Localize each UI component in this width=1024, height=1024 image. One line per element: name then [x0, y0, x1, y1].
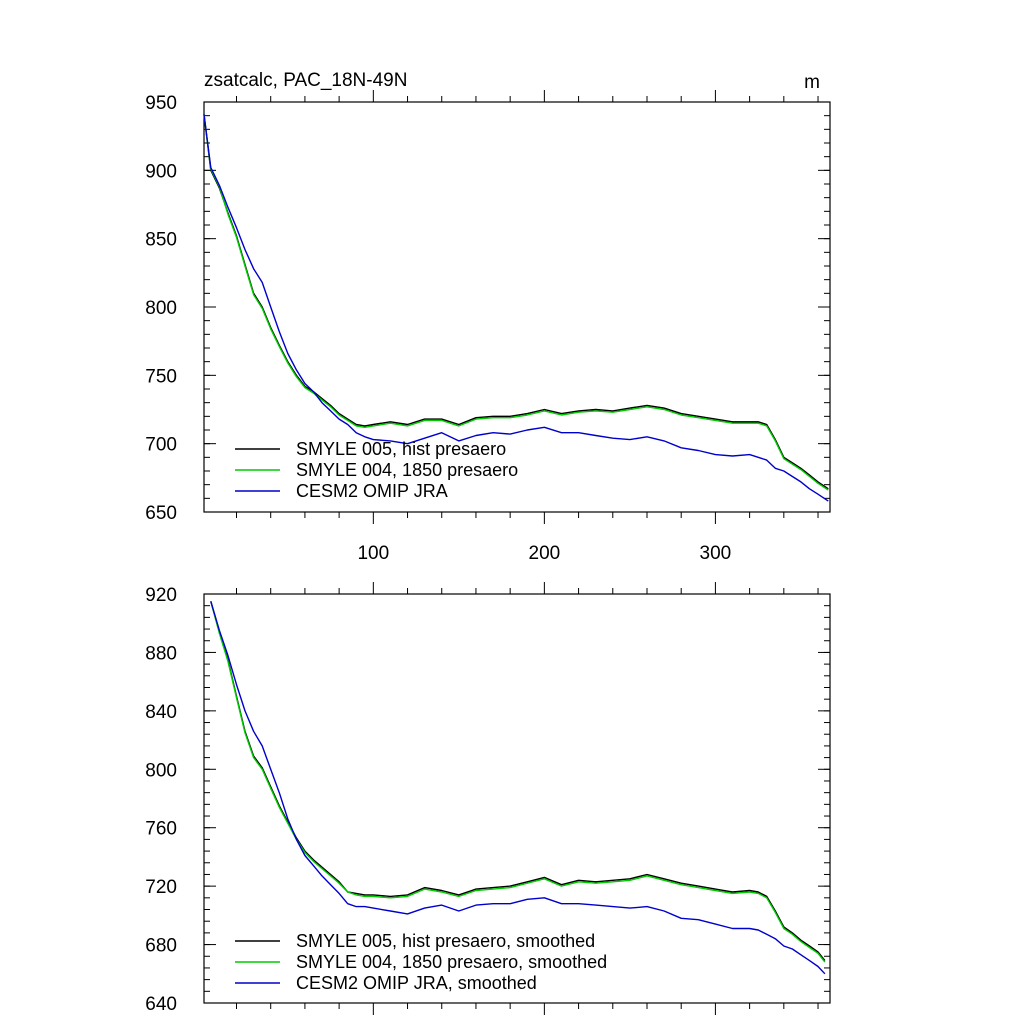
ytick-label-1-5: 840	[145, 702, 177, 723]
xtick-label-0-1: 200	[529, 543, 561, 564]
ytick-label-0-6: 950	[145, 93, 177, 114]
legend-label-0-1: SMYLE 004, 1850 presaero	[296, 460, 518, 480]
series-line-1-1	[210, 601, 826, 963]
plot-frame-1	[203, 593, 831, 1004]
legend-label-1-1: SMYLE 004, 1850 presaero, smoothed	[296, 952, 607, 972]
units-label: m	[804, 72, 820, 93]
ytick-label-1-0: 640	[145, 994, 177, 1015]
ytick-label-0-5: 900	[145, 161, 177, 182]
xtick-label-0-0: 100	[357, 543, 389, 564]
series-line-0-1	[203, 114, 829, 491]
ytick-label-1-1: 680	[145, 936, 177, 957]
chart-title: zsatcalc, PAC_18N-49N	[204, 70, 407, 91]
xtick-label-0-2: 300	[700, 543, 732, 564]
legend-label-0-2: CESM2 OMIP JRA	[296, 481, 448, 501]
ytick-label-0-3: 800	[145, 298, 177, 319]
top-panel: 650 700 750 800 850 900 950 100 200 300 SMYLE 005,…	[145, 90, 831, 564]
ytick-label-1-3: 760	[145, 819, 177, 840]
legend-label-1-2: CESM2 OMIP JRA, smoothed	[296, 973, 537, 993]
ytick-label-0-0: 650	[145, 503, 177, 524]
ytick-label-0-1: 700	[145, 435, 177, 456]
ytick-label-0-2: 750	[145, 366, 177, 387]
legend-label-1-0: SMYLE 005, hist presaero, smoothed	[296, 931, 595, 951]
ytick-label-0-4: 850	[145, 230, 177, 251]
series-line-1-2	[210, 601, 826, 975]
series-line-0-2	[203, 114, 829, 502]
ytick-label-1-2: 720	[145, 877, 177, 898]
ytick-label-1-6: 880	[145, 643, 177, 664]
ytick-label-1-7: 920	[145, 585, 177, 606]
legend-label-0-0: SMYLE 005, hist presaero	[296, 439, 506, 459]
ytick-label-1-4: 800	[145, 760, 177, 781]
bottom-panel: 640 680 720 760 800 840 880 920 SMYLE 005, hist …	[145, 582, 831, 1015]
